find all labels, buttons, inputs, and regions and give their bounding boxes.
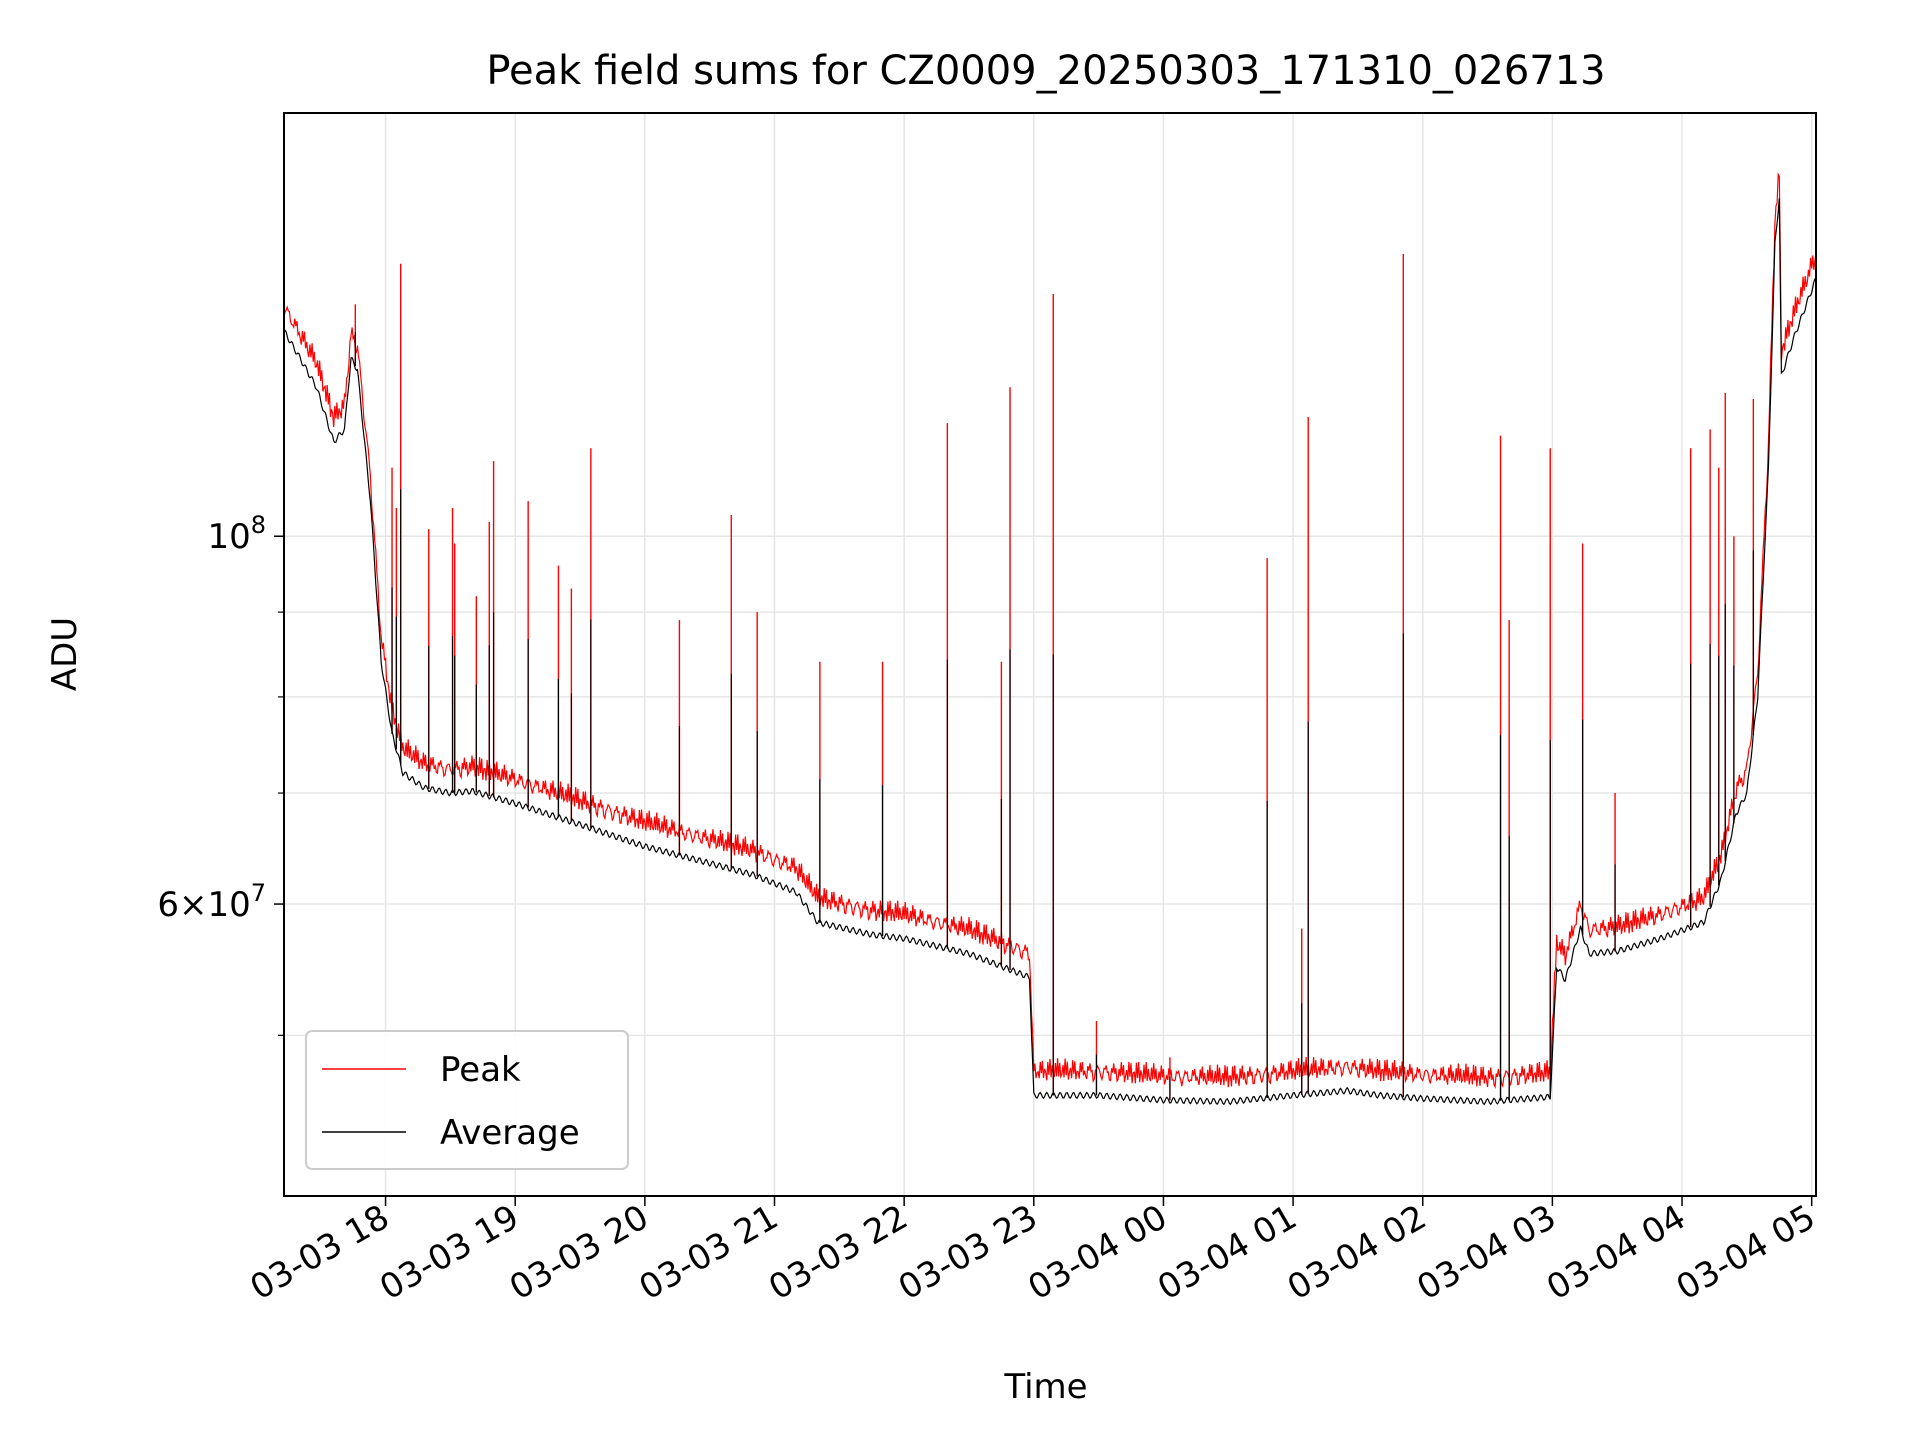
y-axis-label: ADU <box>45 617 85 691</box>
x-tick-label: 03-03 23 <box>892 1197 1044 1308</box>
x-tick-label: 03-04 05 <box>1670 1197 1822 1308</box>
x-tick-label: 03-04 04 <box>1540 1197 1692 1308</box>
x-tick-label: 03-03 18 <box>244 1197 396 1308</box>
legend-label-peak: Peak <box>440 1050 521 1090</box>
x-tick-label: 03-03 22 <box>762 1197 914 1308</box>
x-tick-label: 03-04 03 <box>1410 1197 1562 1308</box>
x-axis-label: Time <box>1003 1367 1087 1407</box>
x-tick-label: 03-04 01 <box>1151 1197 1303 1308</box>
plot-frame <box>283 112 1817 1197</box>
x-tick-label: 03-03 19 <box>373 1197 525 1308</box>
y-tick-label: 6×107 <box>157 879 266 925</box>
chart-legend: Peak Average <box>305 1030 629 1170</box>
x-tick-label: 03-03 21 <box>633 1197 785 1308</box>
series-peak-line <box>284 172 1816 1090</box>
x-tick-label: 03-03 20 <box>503 1197 655 1308</box>
x-tick-label: 03-04 02 <box>1281 1197 1433 1308</box>
legend-frame <box>305 1030 629 1170</box>
chart-title: Peak field sums for CZ0009_20250303_1713… <box>486 48 1605 94</box>
x-tick-label: 03-04 00 <box>1022 1197 1174 1308</box>
y-tick-label: 108 <box>207 511 266 557</box>
series-group <box>284 172 1816 1106</box>
legend-label-average: Average <box>440 1113 580 1153</box>
series-average-line <box>284 198 1816 1106</box>
